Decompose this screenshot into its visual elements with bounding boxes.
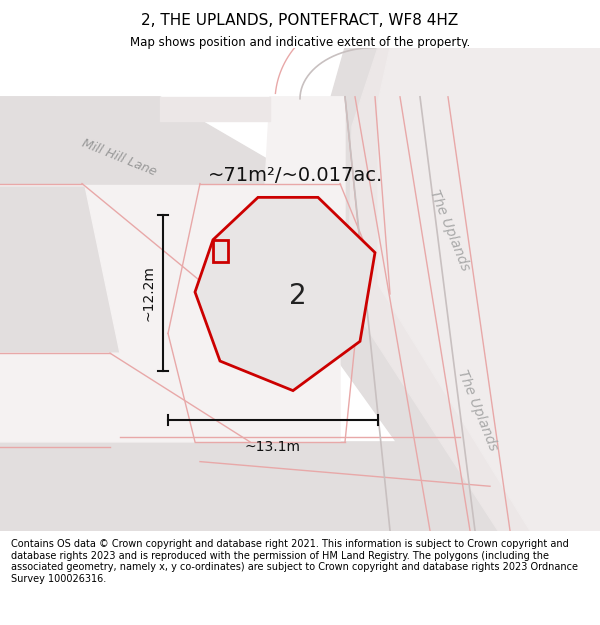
Polygon shape (265, 97, 345, 245)
Text: Mill Hill Lane: Mill Hill Lane (80, 137, 158, 179)
Polygon shape (213, 240, 228, 262)
Polygon shape (0, 97, 270, 186)
Text: Contains OS data © Crown copyright and database right 2021. This information is : Contains OS data © Crown copyright and d… (11, 539, 578, 584)
Text: Map shows position and indicative extent of the property.: Map shows position and indicative extent… (130, 36, 470, 49)
Polygon shape (418, 48, 600, 531)
Polygon shape (315, 48, 600, 531)
Text: 2: 2 (289, 282, 307, 310)
Polygon shape (0, 442, 600, 531)
Polygon shape (195, 198, 375, 391)
Text: ~13.1m: ~13.1m (245, 440, 301, 454)
Polygon shape (0, 186, 235, 422)
Polygon shape (348, 48, 600, 531)
Text: The Uplands: The Uplands (455, 368, 500, 453)
Text: 2, THE UPLANDS, PONTEFRACT, WF8 4HZ: 2, THE UPLANDS, PONTEFRACT, WF8 4HZ (142, 13, 458, 28)
Text: ~12.2m: ~12.2m (141, 265, 155, 321)
Polygon shape (378, 48, 600, 531)
Polygon shape (0, 186, 340, 442)
Polygon shape (0, 97, 55, 134)
Polygon shape (160, 97, 270, 121)
Text: ~71m²/~0.017ac.: ~71m²/~0.017ac. (208, 166, 383, 185)
Text: The Uplands: The Uplands (427, 188, 473, 272)
